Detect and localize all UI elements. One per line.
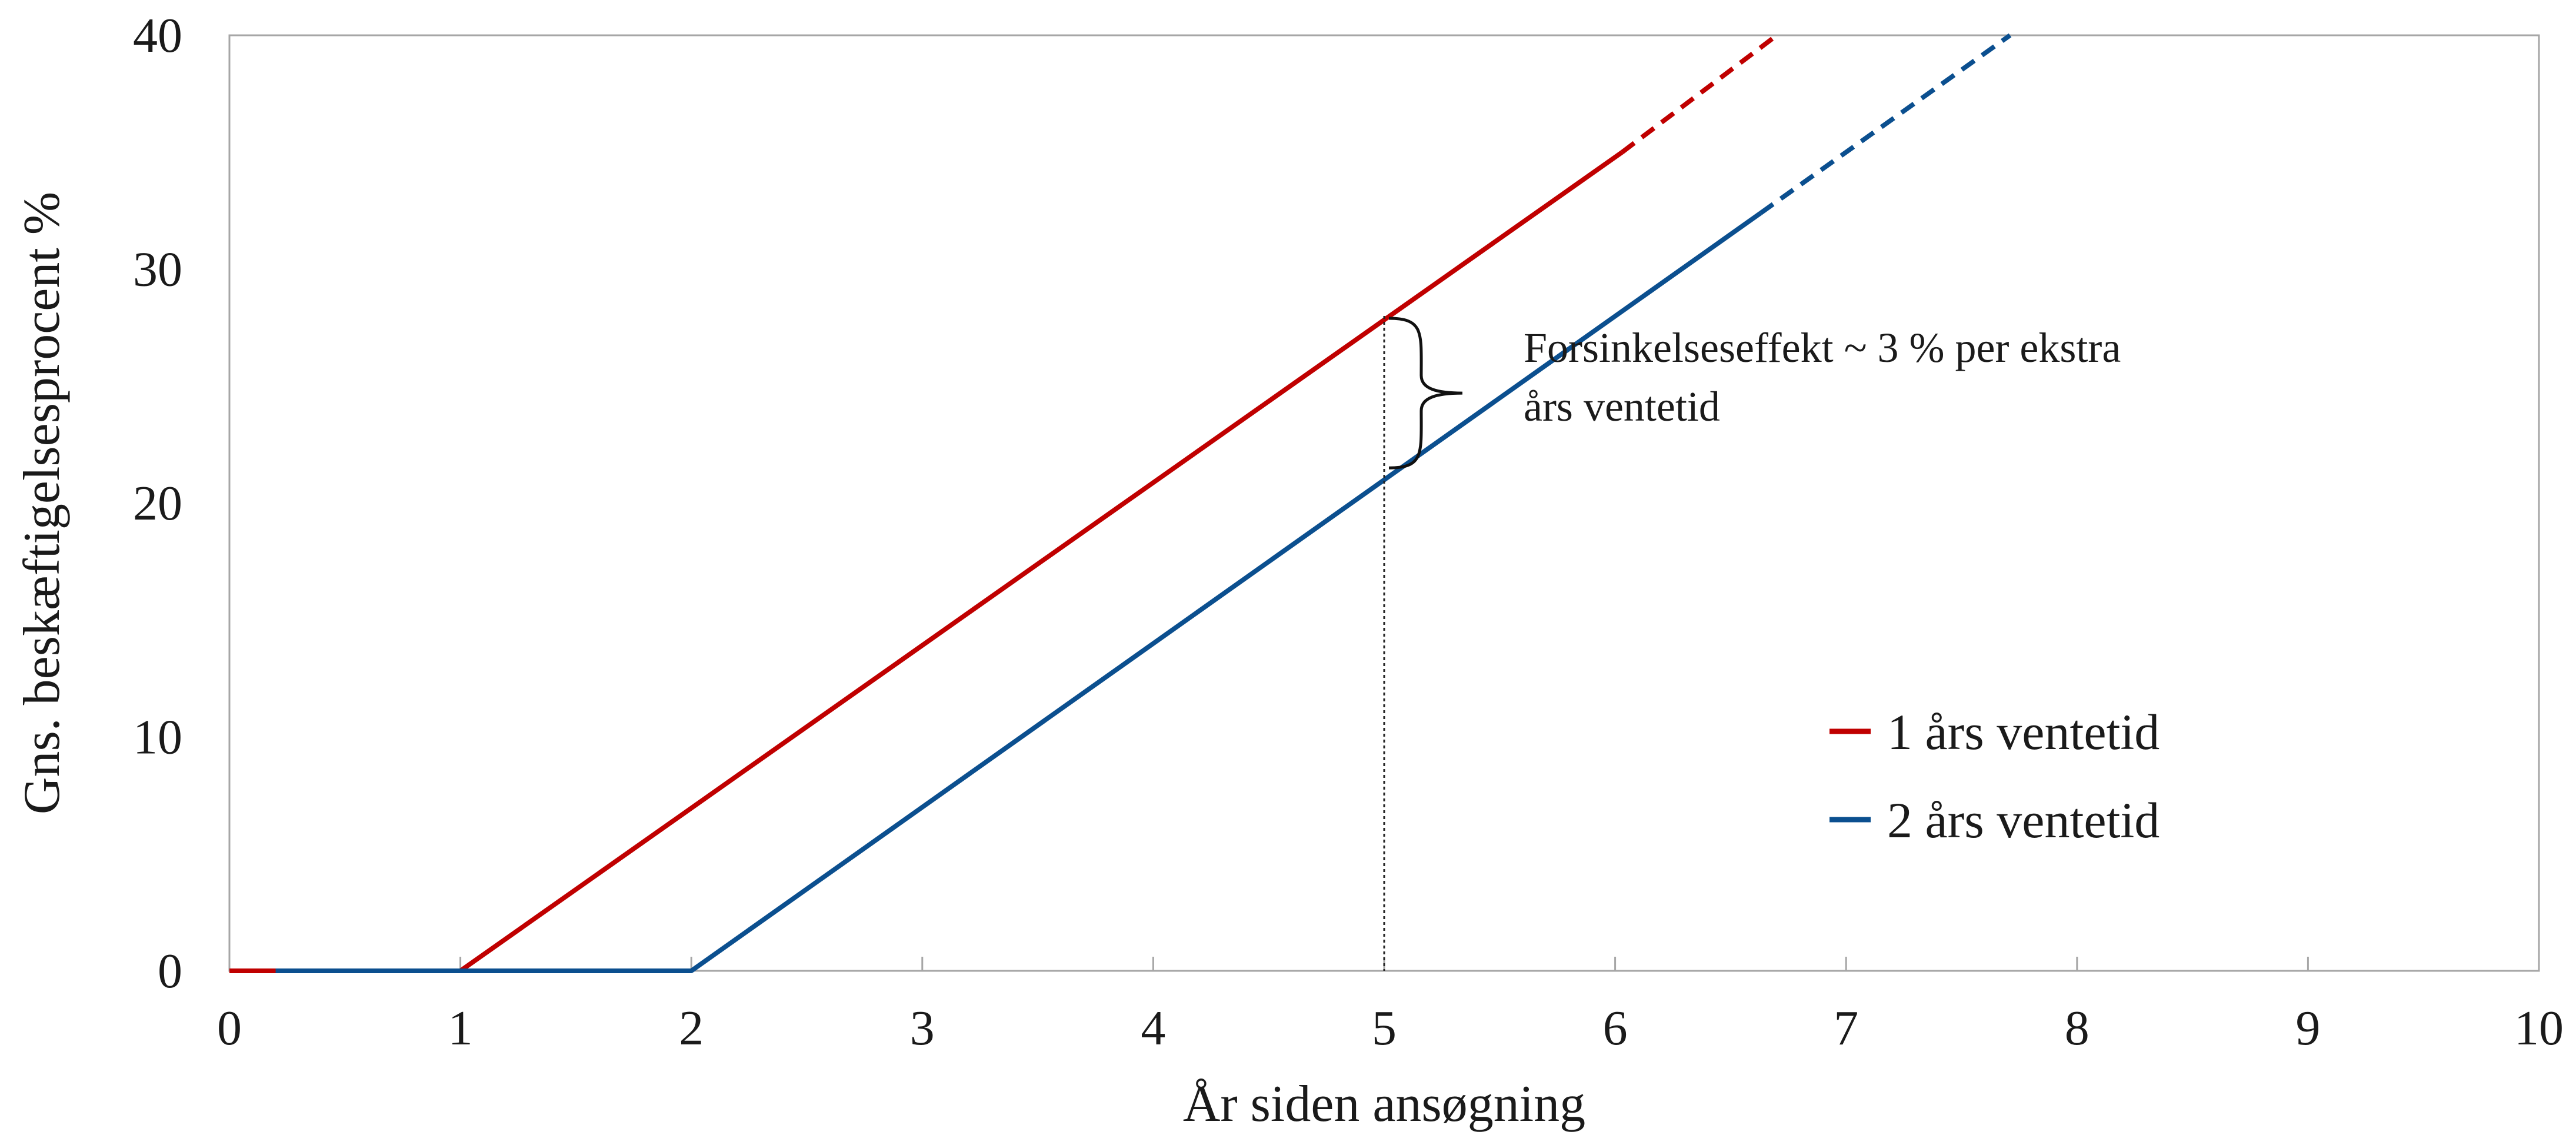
series-1-dashed-line — [1620, 33, 1778, 154]
x-tick-label: 8 — [2065, 1001, 2090, 1056]
x-tick-label: 3 — [910, 1001, 935, 1056]
x-tick-label: 5 — [1372, 1001, 1397, 1056]
x-axis-title: År siden ansøgning — [1183, 1076, 1585, 1133]
x-tick-label: 10 — [2514, 1001, 2564, 1056]
annotation-layer: Forsinkelseseffekt ~ 3 % per ekstra års … — [1383, 316, 2121, 971]
y-axis-tick-labels: 0 10 20 30 40 — [133, 8, 182, 998]
annotation-text-line1: Forsinkelseseffekt ~ 3 % per ekstra — [1524, 324, 2121, 371]
y-tick-label: 0 — [158, 944, 182, 998]
y-tick-label: 10 — [133, 710, 182, 765]
x-tick-label: 6 — [1603, 1001, 1628, 1056]
x-tick-label: 4 — [1141, 1001, 1165, 1056]
annotation-brace — [1388, 317, 1463, 470]
series-2-dashed-line — [1759, 33, 2012, 215]
legend: 1 års ventetid 2 års ventetid — [1829, 704, 2160, 848]
x-tick-label: 9 — [2295, 1001, 2320, 1056]
x-tick-label: 1 — [448, 1001, 473, 1056]
annotation-text-line2: års ventetid — [1524, 383, 1720, 430]
x-tick-label: 0 — [217, 1001, 242, 1056]
y-axis-title: Gns. beskæftigelsesprocent % — [14, 192, 71, 814]
y-tick-label: 30 — [133, 242, 182, 297]
x-tick-label: 2 — [679, 1001, 704, 1056]
y-tick-label: 40 — [133, 8, 182, 63]
legend-label-series-1: 1 års ventetid — [1887, 704, 2160, 760]
y-tick-label: 20 — [133, 476, 182, 531]
legend-label-series-2: 2 års ventetid — [1887, 792, 2160, 848]
x-tick-label: 7 — [1834, 1001, 1858, 1056]
x-axis-tick-labels: 0 1 2 3 4 5 6 7 8 9 10 — [217, 1001, 2564, 1056]
